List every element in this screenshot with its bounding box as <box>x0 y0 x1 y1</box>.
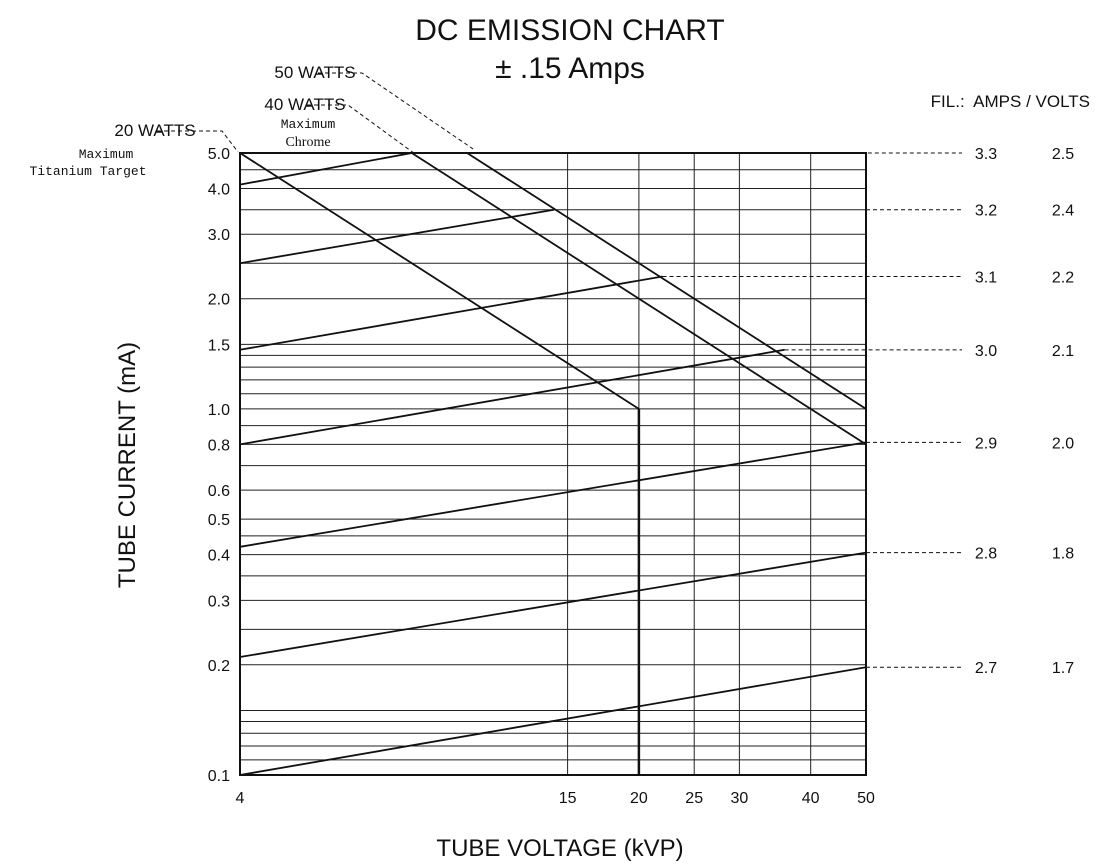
labels-layer: 0.1 0.2 0.3 0.4 0.5 0.6 0.8 1.0 1.5 2.0 3.0 4.0 5.0 4… <box>29 63 1074 807</box>
power-limit-leader <box>157 130 239 153</box>
y-tick-label: 3.0 <box>208 227 230 244</box>
filament-line-2.7 <box>239 666 867 776</box>
filament-volts-label: 1.8 <box>1052 546 1074 563</box>
filament-line-3.1 <box>239 275 663 351</box>
filament-line-3.3 <box>239 152 412 186</box>
filament-line-2.8 <box>239 551 867 658</box>
x-axis-label: TUBE VOLTAGE (kVP) <box>436 835 683 862</box>
filament-amps-label: 2.7 <box>975 660 997 677</box>
filament-amps-label: 3.0 <box>975 343 997 360</box>
y-tick-label: 1.5 <box>208 337 230 354</box>
y-tick-label: 2.0 <box>208 292 230 309</box>
y-tick-label: 0.1 <box>208 768 230 785</box>
plot-frame <box>239 152 867 776</box>
y-tick-label: 4.0 <box>208 181 230 198</box>
x-tick-label: 50 <box>857 790 875 807</box>
x-tick-label: 20 <box>630 790 648 807</box>
filament-volts-label: 2.4 <box>1052 203 1074 220</box>
filament-line-2.9 <box>239 441 867 548</box>
filament-amps-label: 3.3 <box>975 146 997 163</box>
chart-title: DC EMISSION CHART <box>415 14 724 47</box>
filament-volts-label: 2.0 <box>1052 435 1074 452</box>
filament-line-3.0 <box>239 348 785 446</box>
chart-subtitle: ± .15 Amps <box>495 52 645 85</box>
grid-layer <box>240 153 866 775</box>
y-tick-label: 0.4 <box>208 548 230 565</box>
x-tick-label: 25 <box>685 790 703 807</box>
x-tick-label: 4 <box>236 790 245 807</box>
y-tick-label: 1.0 <box>208 402 230 419</box>
filament-volts-label: 2.2 <box>1052 269 1074 286</box>
power-limit-note: Chrome <box>285 135 330 150</box>
x-tick-label: 30 <box>730 790 748 807</box>
curves-layer <box>239 152 867 776</box>
y-tick-label: 0.8 <box>208 437 230 454</box>
filament-amps-label: 2.8 <box>975 546 997 563</box>
filament-volts-label: 2.1 <box>1052 343 1074 360</box>
filament-amps-label: 3.2 <box>975 203 997 220</box>
y-tick-label: 0.3 <box>208 593 230 610</box>
power-limit-label: 50 WATTS <box>274 63 355 82</box>
filament-volts-label: 1.7 <box>1052 660 1074 677</box>
y-tick-label: 0.6 <box>208 483 230 500</box>
power-limit-line <box>239 152 640 410</box>
x-tick-label: 15 <box>559 790 577 807</box>
x-tick-label: 40 <box>802 790 820 807</box>
filament-line-3.2 <box>239 208 555 265</box>
power-limit-leader <box>318 72 474 150</box>
power-limit-label: 20 WATTS <box>114 121 195 140</box>
power-limit-line <box>411 152 867 446</box>
power-limit-note: Titanium Target <box>29 164 146 179</box>
y-axis-label: TUBE CURRENT (mA) <box>114 342 141 588</box>
power-limit-note: Maximum <box>281 117 336 132</box>
power-limit-note: Maximum <box>79 147 134 162</box>
filament-volts-label: 2.5 <box>1052 146 1074 163</box>
power-limit-line <box>466 152 867 410</box>
power-limit-label: 40 WATTS <box>264 95 345 114</box>
filament-amps-label: 2.9 <box>975 435 997 452</box>
y-tick-label: 0.5 <box>208 512 230 529</box>
filament-amps-label: 3.1 <box>975 269 997 286</box>
y-tick-label: 5.0 <box>208 146 230 163</box>
y-tick-label: 0.2 <box>208 658 230 675</box>
filament-header: FIL.: AMPS / VOLTS <box>931 92 1090 111</box>
